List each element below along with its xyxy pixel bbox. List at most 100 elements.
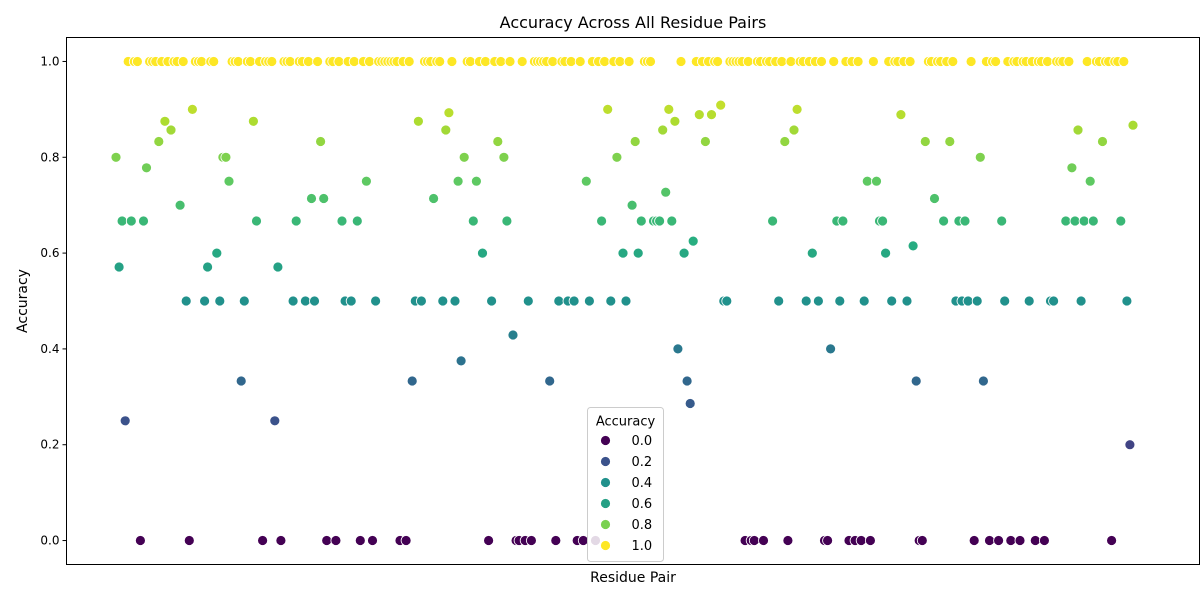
data-point bbox=[1078, 215, 1090, 227]
data-point bbox=[791, 104, 803, 115]
data-point bbox=[159, 115, 171, 127]
data-point bbox=[657, 124, 669, 136]
data-point bbox=[449, 295, 461, 307]
data-point bbox=[574, 56, 586, 67]
data-point bbox=[183, 535, 195, 546]
data-point bbox=[895, 109, 907, 120]
data-point bbox=[165, 124, 177, 136]
data-point bbox=[978, 375, 989, 387]
data-point bbox=[498, 151, 510, 163]
data-point bbox=[599, 56, 610, 67]
data-point bbox=[464, 56, 476, 67]
data-point bbox=[238, 295, 250, 307]
data-point bbox=[345, 295, 357, 307]
data-point bbox=[962, 295, 974, 307]
data-point bbox=[1124, 439, 1136, 451]
data-point bbox=[1029, 535, 1041, 546]
data-point bbox=[919, 136, 931, 147]
data-point bbox=[828, 56, 840, 67]
data-point bbox=[947, 56, 959, 67]
data-point bbox=[852, 56, 864, 67]
data-point bbox=[208, 56, 220, 67]
data-point bbox=[629, 136, 641, 147]
data-point bbox=[611, 151, 623, 163]
data-point bbox=[938, 215, 949, 227]
data-point bbox=[131, 56, 143, 67]
data-point bbox=[501, 215, 513, 227]
data-point bbox=[782, 535, 794, 546]
data-point bbox=[370, 295, 382, 307]
data-point bbox=[666, 215, 678, 227]
data-point bbox=[232, 56, 244, 67]
data-point bbox=[700, 136, 711, 147]
data-point bbox=[1097, 136, 1108, 147]
data-point bbox=[1072, 124, 1084, 136]
data-point bbox=[623, 56, 635, 67]
y-tick-label: 1.0 bbox=[40, 54, 59, 68]
data-point bbox=[266, 56, 278, 67]
data-point bbox=[516, 56, 528, 67]
data-point bbox=[526, 535, 537, 546]
data-point bbox=[617, 247, 629, 259]
data-point bbox=[1023, 295, 1035, 307]
data-point bbox=[223, 175, 235, 187]
data-point bbox=[712, 56, 723, 67]
data-point bbox=[1069, 215, 1081, 227]
data-point bbox=[275, 535, 287, 546]
data-point bbox=[360, 175, 372, 187]
data-point bbox=[309, 295, 320, 307]
data-point bbox=[333, 56, 345, 67]
data-point bbox=[626, 199, 638, 211]
data-point bbox=[877, 215, 888, 227]
data-point bbox=[678, 247, 690, 259]
data-point bbox=[684, 398, 696, 409]
data-point bbox=[654, 215, 665, 227]
data-point bbox=[669, 115, 681, 127]
y-tick-label: 0.2 bbox=[40, 438, 59, 452]
data-point bbox=[110, 151, 122, 163]
data-point bbox=[257, 535, 269, 546]
data-point bbox=[211, 247, 223, 259]
data-point bbox=[180, 295, 192, 307]
data-point bbox=[284, 56, 296, 67]
data-point bbox=[663, 104, 675, 115]
data-point bbox=[1060, 215, 1072, 227]
data-point bbox=[251, 215, 262, 227]
data-point bbox=[141, 162, 152, 174]
data-point bbox=[330, 535, 342, 546]
data-point bbox=[999, 295, 1011, 307]
data-point bbox=[403, 56, 415, 67]
data-point bbox=[968, 535, 980, 546]
data-point bbox=[522, 295, 534, 307]
data-point bbox=[868, 56, 879, 67]
data-point bbox=[687, 235, 699, 247]
data-point bbox=[1106, 535, 1117, 546]
data-point bbox=[196, 56, 207, 67]
data-point bbox=[440, 124, 452, 136]
data-point bbox=[467, 215, 479, 227]
data-point bbox=[858, 295, 870, 307]
legend-label: 0.2 bbox=[632, 455, 653, 470]
data-point bbox=[1048, 295, 1059, 307]
data-point bbox=[672, 343, 684, 355]
data-point bbox=[742, 56, 754, 67]
data-point bbox=[1063, 56, 1075, 67]
data-point bbox=[348, 56, 360, 67]
data-point bbox=[901, 295, 913, 307]
data-point bbox=[199, 295, 211, 307]
chart-title: Accuracy Across All Residue Pairs bbox=[500, 13, 767, 32]
data-point bbox=[577, 535, 589, 546]
data-point bbox=[1121, 295, 1133, 307]
data-point bbox=[904, 56, 916, 67]
data-point bbox=[547, 56, 559, 67]
points-layer bbox=[110, 56, 1139, 546]
data-point bbox=[214, 295, 226, 307]
legend-title: Accuracy bbox=[596, 415, 656, 430]
data-point bbox=[455, 355, 467, 367]
data-point bbox=[929, 193, 940, 204]
data-point bbox=[605, 295, 617, 307]
legend-label: 0.6 bbox=[632, 497, 653, 512]
data-point bbox=[880, 247, 891, 259]
data-point bbox=[1115, 215, 1127, 227]
data-point bbox=[287, 295, 299, 307]
